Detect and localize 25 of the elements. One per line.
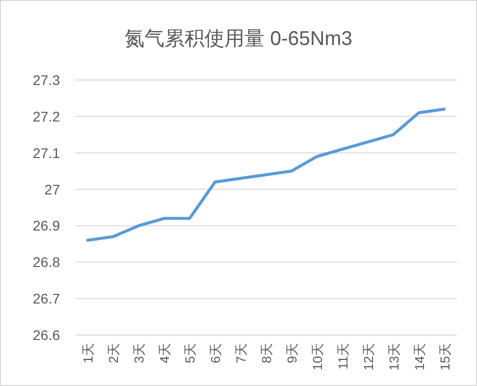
x-tick-label: 12天 [360, 343, 376, 370]
x-tick-label: 5天 [182, 343, 198, 364]
y-tick-label: 26.8 [32, 254, 60, 270]
x-tick-label: 3天 [132, 343, 147, 364]
y-tick-label: 27 [44, 181, 60, 198]
line-series [86, 108, 446, 242]
x-tick-label: 10天 [310, 343, 325, 370]
y-tick-label: 26.7 [32, 290, 60, 307]
y-tick-label: 27.2 [32, 108, 60, 124]
y-tick-label: 26.9 [32, 218, 60, 234]
y-tick-label: 27.3 [32, 72, 60, 88]
x-tick-label: 13天 [386, 343, 402, 370]
x-tick-label: 14天 [412, 343, 427, 370]
x-tick-label: 11天 [335, 343, 350, 370]
x-tick-label: 2天 [106, 343, 122, 364]
x-tick-label: 4天 [157, 343, 172, 364]
x-tick-label: 6天 [208, 343, 224, 364]
x-tick-label: 7天 [234, 343, 249, 364]
x-tick-label: 8天 [259, 343, 274, 364]
x-tick-label: 1天 [80, 343, 96, 364]
x-tick-label: 15天 [437, 343, 452, 370]
y-tick-label: 27.1 [32, 144, 60, 161]
chart-title: 氮气累积使用量 0-65Nm3 [124, 28, 352, 50]
y-tick-label: 26.6 [32, 327, 60, 343]
x-tick-label: 9天 [284, 343, 300, 364]
